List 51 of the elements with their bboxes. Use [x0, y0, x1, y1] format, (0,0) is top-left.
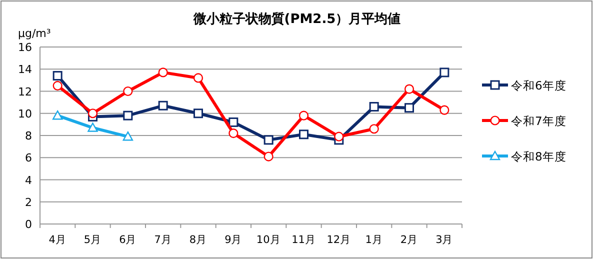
point — [158, 100, 168, 110]
point — [369, 102, 379, 112]
legend-label: 令和6年度 — [511, 78, 566, 92]
x-tick-label: 1月 — [365, 234, 383, 246]
y-tick-label: 10 — [18, 107, 32, 120]
x-tick-label: 12月 — [326, 234, 352, 246]
x-tick-label: 7月 — [154, 234, 172, 246]
point — [404, 84, 414, 94]
x-tick-label: 4月 — [48, 234, 66, 246]
point — [123, 110, 133, 120]
y-tick-label: 16 — [18, 41, 32, 54]
point — [369, 124, 379, 134]
chart-title: 微小粒子状物質(PM2.5）月平均値 — [192, 11, 401, 27]
x-tick-label: 6月 — [119, 234, 137, 246]
point — [88, 108, 98, 118]
y-tick-label: 6 — [25, 152, 32, 165]
point — [52, 71, 62, 81]
point — [158, 68, 168, 78]
x-tick-label: 2月 — [400, 234, 418, 246]
point — [228, 128, 238, 138]
point — [52, 80, 62, 91]
y-tick-label: 0 — [25, 218, 32, 231]
y-axis-title: μg/m³ — [18, 27, 51, 40]
point — [193, 73, 204, 83]
x-tick-label: 10月 — [256, 234, 281, 246]
point — [440, 105, 450, 115]
point — [404, 103, 414, 113]
x-tick-label: 5月 — [84, 234, 102, 246]
legend-label: 令和8年度 — [511, 150, 566, 164]
y-tick-label: 4 — [25, 174, 32, 187]
point — [52, 110, 63, 120]
point — [88, 122, 98, 132]
point — [122, 132, 134, 141]
point — [264, 135, 274, 145]
point — [440, 68, 450, 78]
x-tick-label: 3月 — [436, 234, 454, 246]
point — [194, 108, 203, 118]
y-tick-label: 2 — [25, 196, 32, 209]
y-tick-label: 14 — [18, 63, 32, 76]
point — [264, 152, 274, 162]
point — [334, 132, 344, 142]
y-tick-label: 12 — [18, 85, 32, 98]
point — [299, 130, 308, 140]
point — [123, 86, 133, 96]
point — [298, 110, 309, 120]
x-tick-label: 9月 — [224, 234, 242, 246]
legend-label: 令和7年度 — [511, 114, 566, 128]
point — [228, 117, 238, 127]
y-tick-label: 8 — [25, 130, 32, 142]
x-tick-label: 8月 — [189, 234, 208, 246]
x-tick-label: 11月 — [292, 234, 316, 246]
